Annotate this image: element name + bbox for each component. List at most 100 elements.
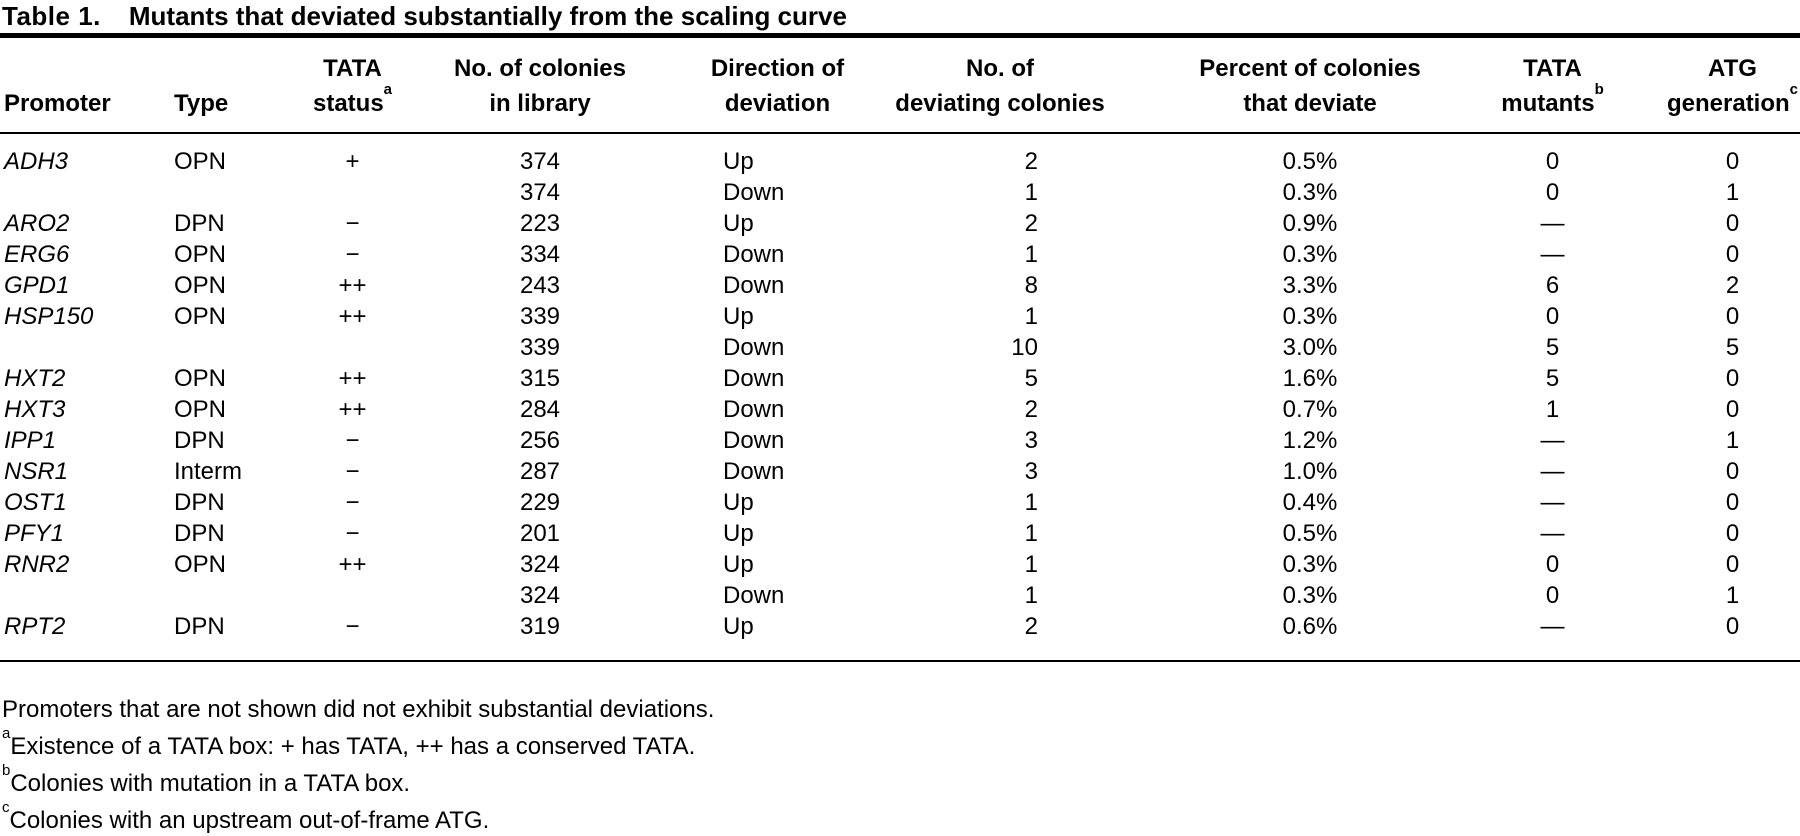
cell-percent-deviating: 0.3% [1282,582,1338,609]
cell-type: OPN [174,303,227,330]
cell-tata-mutants: 1 [1545,396,1560,423]
footnote-general: Promoters that are not shown did not exh… [2,688,1800,725]
cell-colonies-in-library: 287 [519,458,561,485]
table-row: ADH3 OPN +374 Up 2 0.5% 0 0 [0,133,1800,177]
cell-deviating-colonies: 10 [1011,334,1038,361]
cell-tata-mutants: 0 [1545,148,1560,175]
table-row: IPP1 DPN − 256 Down 3 1.2% — 1 [0,425,1800,456]
cell-colonies-in-library: 339 [519,303,561,330]
table-row: GPD1 OPN ++ 243 Down 8 3.3% 6 2 [0,270,1800,301]
header-line2: in library [489,90,591,117]
cell-direction-of-deviation: Up [723,520,754,547]
cell-colonies-in-library: 334 [519,241,561,268]
column-header-deviating-colonies: No. of deviating colonies [890,38,1110,134]
footnote-b: bColonies with mutation in a TATA box. [2,762,1800,799]
cell-percent-deviating: 0.3% [1282,303,1338,330]
header-line1: Percent of colonies [1199,55,1421,82]
cell-atg-generation: 1 [1725,427,1740,454]
table-number: Table 1. [2,1,101,31]
cell-colonies-in-library: 243 [519,272,561,299]
cell-tata-mutants: — [1540,458,1565,485]
cell-atg-generation: 0 [1725,396,1740,423]
cell-colonies-in-library: 319 [415,611,665,662]
cell-type: DPN [174,489,225,516]
cell-type [150,177,290,208]
cell-percent-deviating: 0.5% [1282,148,1338,175]
cell-deviating-colonies: 8 [1024,272,1038,299]
cell-percent-deviating: 0.5% [1282,520,1338,547]
cell-promoter: RPT2 [0,611,150,662]
cell-promoter: IPP1 [4,427,57,454]
cell-type: DPN [150,611,290,662]
cell-tata-status [290,332,415,363]
cell-tata-status: − [345,520,360,547]
title-rule [0,33,1800,38]
cell-colonies-in-library: 324 [519,551,561,578]
cell-percent-deviating: 0.7% [1282,396,1338,423]
cell-tata-status: ++ [338,272,367,299]
cell-colonies-in-library: 201 [519,520,561,547]
cell-percent-deviating: 1.2% [1282,427,1338,454]
header-line2: mutantsb [1501,81,1604,117]
cell-tata-mutants: — [1540,427,1565,454]
cell-percent-deviating: 1.6% [1282,365,1338,392]
cell-promoter [0,580,150,611]
table-row: 324 Down 1 0.3% 0 1 [0,580,1800,611]
cell-deviating-colonies: 5 [1024,365,1038,392]
cell-deviating-colonies: 1 [1024,582,1038,609]
cell-direction-of-deviation: Down [723,427,785,454]
cell-deviating-colonies: 1 [1024,303,1038,330]
cell-direction-of-deviation: Up [723,489,754,516]
cell-atg-generation: 0 [1725,520,1740,547]
cell-promoter: GPD1 [4,272,70,299]
cell-tata-mutants: — [1540,489,1565,516]
cell-colonies-in-library: 229 [519,489,561,516]
cell-deviating-colonies: 1 [1024,520,1038,547]
cell-promoter: HXT2 [4,365,66,392]
cell-percent-deviating: 0.4% [1282,489,1338,516]
cell-percent-deviating: 3.3% [1282,272,1338,299]
table-header: Promoter Type TATA statusa No. of coloni… [0,38,1800,134]
cell-tata-status: − [345,210,360,237]
cell-promoter [0,177,150,208]
cell-percent-deviating: 0.3% [1282,179,1338,206]
cell-atg-generation: 0 [1725,458,1740,485]
cell-colonies-in-library: 374 [519,179,561,206]
cell-direction-of-deviation: Down [723,179,785,206]
cell-deviating-colonies: 2 [1024,148,1038,175]
cell-direction-of-deviation: Up [723,148,754,175]
header-row: Promoter Type TATA statusa No. of coloni… [0,38,1800,134]
table-row: HXT3 OPN ++ 284 Down 2 0.7% 1 0 [0,394,1800,425]
cell-type: DPN [174,210,225,237]
data-table: Promoter Type TATA statusa No. of coloni… [0,38,1800,662]
cell-atg-generation: 1 [1725,179,1740,206]
footnotes: Promoters that are not shown did not exh… [0,688,1800,836]
cell-tata-mutants: 0 [1545,303,1560,330]
column-header-atg-generation: ATG generationc [1625,38,1800,134]
cell-deviating-colonies: 1 [1024,551,1038,578]
cell-type [150,332,290,363]
footnote-a: aExistence of a TATA box: + has TATA, ++… [2,725,1800,762]
cell-tata-status [290,177,415,208]
cell-tata-status: ++ [338,551,367,578]
cell-tata-mutants: — [1540,241,1565,268]
cell-direction-of-deviation: Down [723,334,785,361]
footnote-marker: c [2,799,10,816]
cell-tata-status: ++ [338,303,367,330]
footnote-marker: a [383,81,393,98]
cell-percent-deviating: 1.0% [1282,458,1338,485]
cell-tata-status: − [345,458,360,485]
footnote-c: cColonies with an upstream out-of-frame … [2,799,1800,836]
cell-colonies-in-library: 315 [519,365,561,392]
footnote-marker: b [2,762,11,779]
cell-atg-generation: 0 [1725,489,1740,516]
table-row: HSP150 OPN ++ 339 Up 1 0.3% 0 0 [0,301,1800,332]
cell-tata-mutants: 0 [1545,179,1560,206]
cell-type: OPN [174,365,227,392]
cell-promoter: HXT3 [4,396,66,423]
table-row: RPT2 DPN −319 Up 2 0.6% —0 [0,611,1800,662]
cell-direction-of-deviation: Up [723,210,754,237]
cell-deviating-colonies: 1 [1024,179,1038,206]
cell-colonies-in-library: 284 [519,396,561,423]
